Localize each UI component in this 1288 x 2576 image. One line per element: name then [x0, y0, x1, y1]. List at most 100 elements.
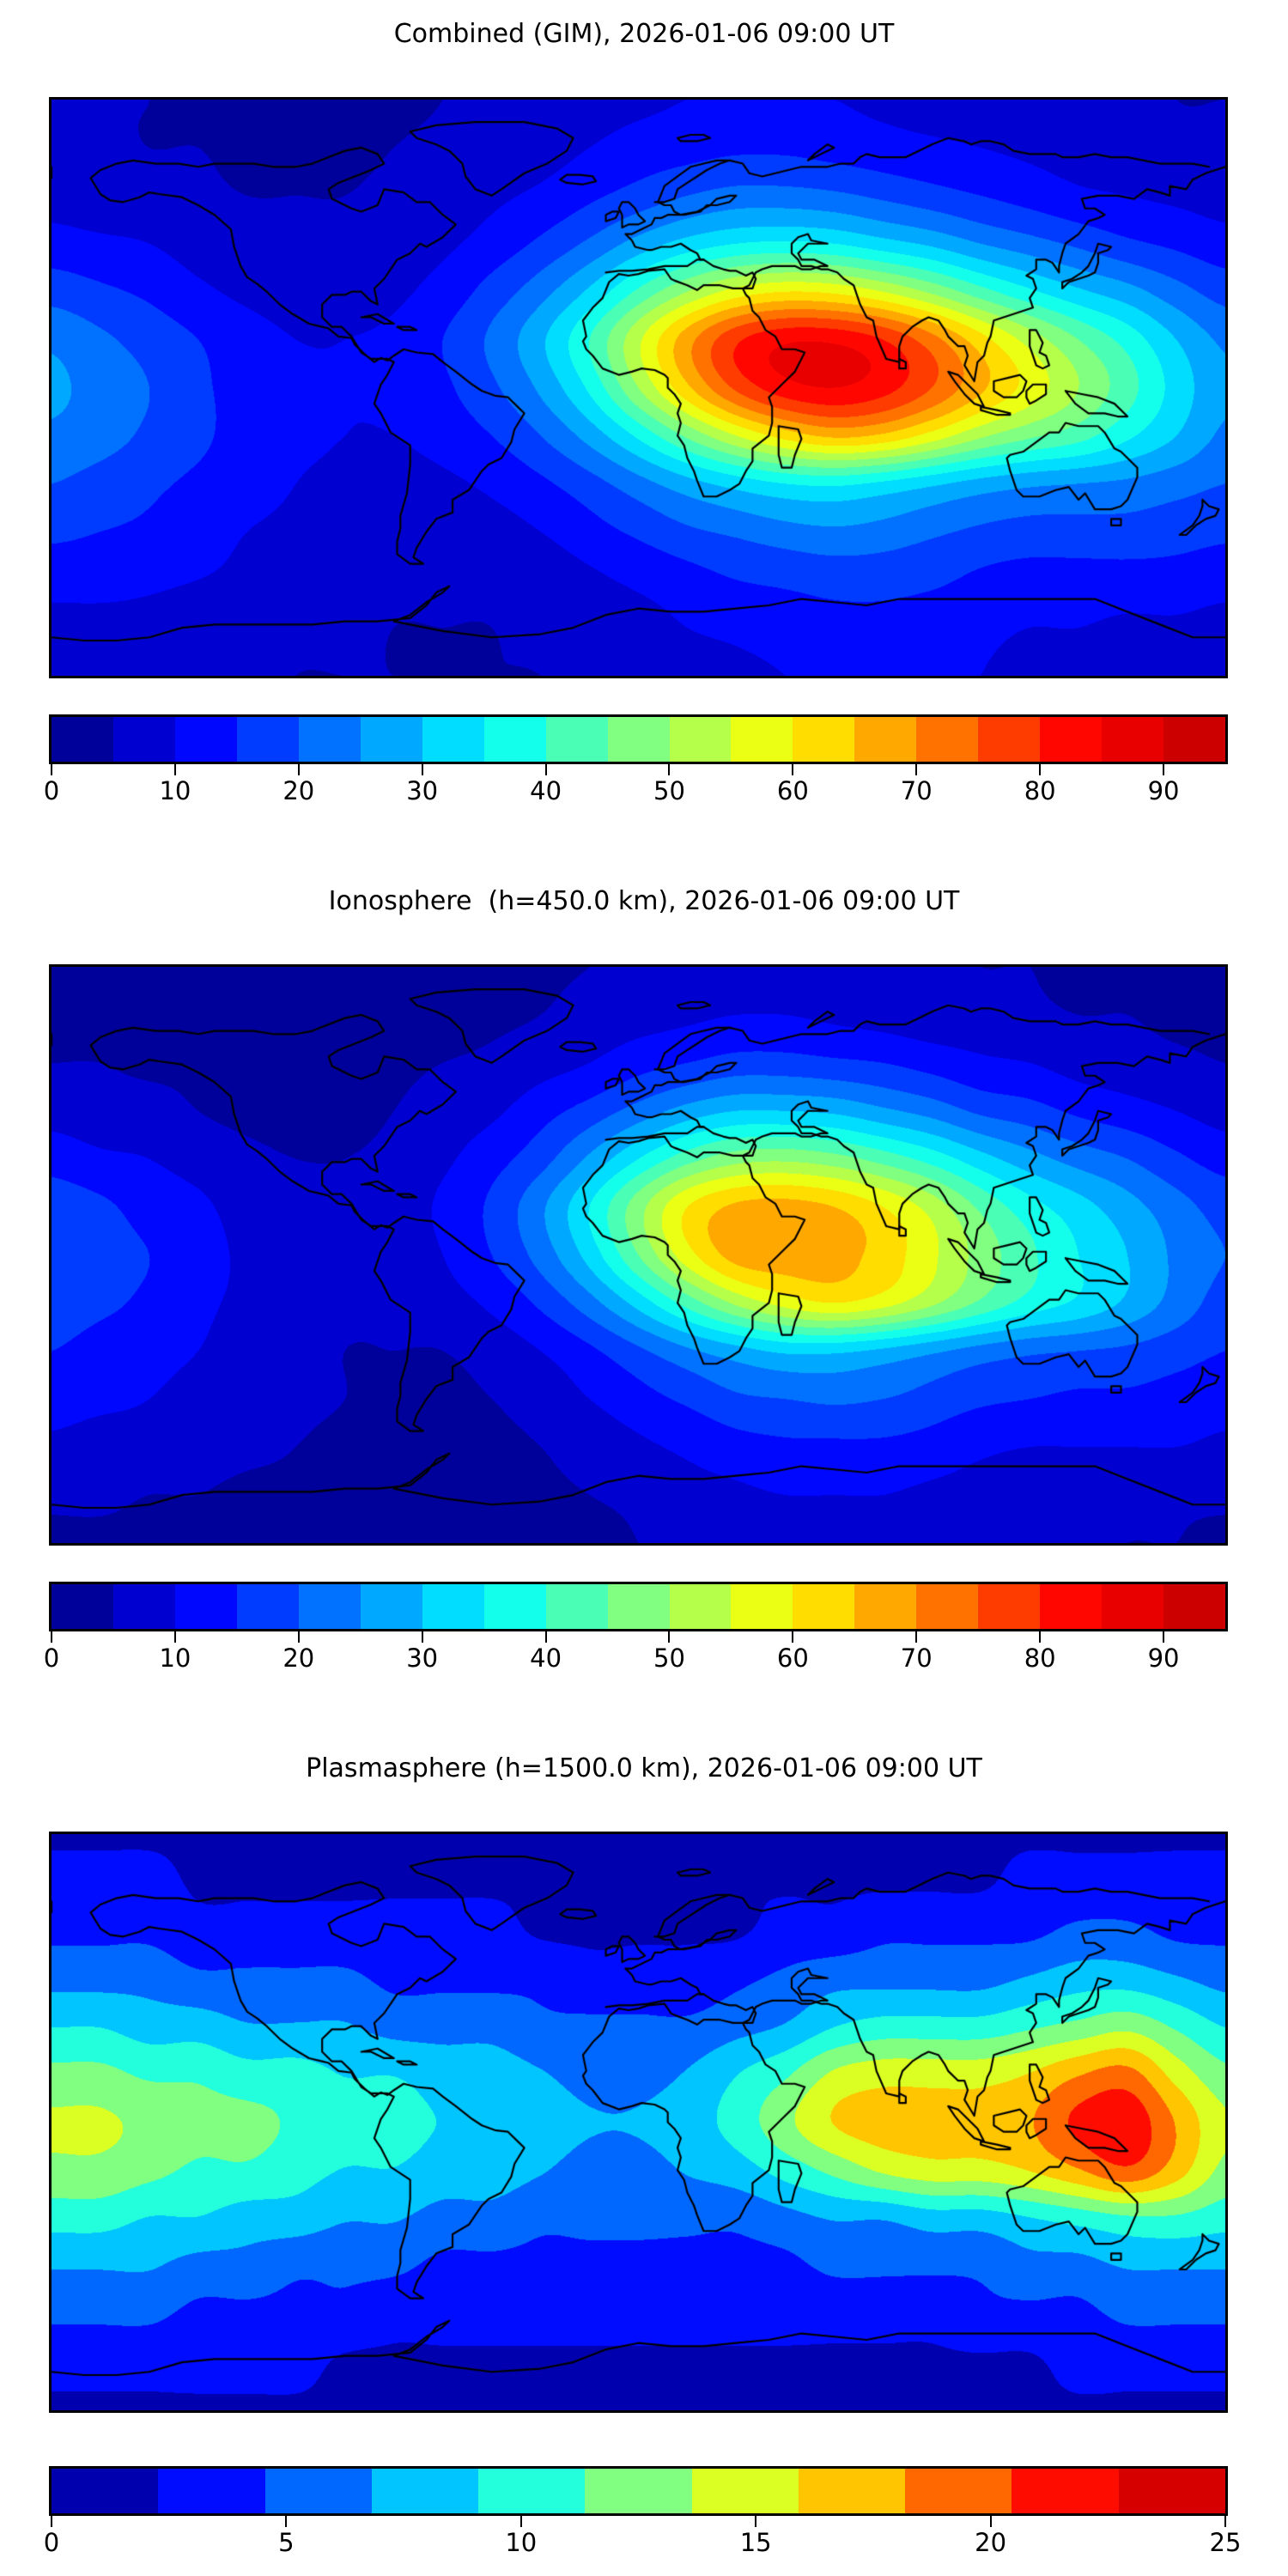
- colorbar-band: [731, 1584, 793, 1629]
- colorbar-band: [52, 717, 113, 762]
- colorbar-band: [916, 717, 979, 762]
- panel-title-combined-gim: Combined (GIM), 2026-01-06 09:00 UT: [393, 19, 895, 49]
- colorbar-band: [1040, 1584, 1103, 1629]
- colorbar-tick: [668, 1631, 671, 1643]
- colorbar-gradient-combined-gim: [49, 714, 1228, 764]
- colorbar-tick: [915, 764, 918, 775]
- colorbar-tick: [1039, 764, 1042, 775]
- colorbar-band: [1118, 2469, 1225, 2513]
- colorbar-band: [236, 1584, 299, 1629]
- colorbar-band: [422, 1584, 484, 1629]
- colorbar-band: [854, 1584, 917, 1629]
- colorbar-tick-label: 70: [900, 776, 933, 805]
- map-combined-gim: [49, 97, 1228, 678]
- colorbar-band: [52, 1584, 113, 1629]
- colorbar-band: [545, 717, 608, 762]
- colorbar-tick-label: 60: [776, 776, 809, 805]
- colorbar-tick: [792, 1631, 794, 1643]
- colorbar-band: [236, 717, 299, 762]
- colorbar-tick-label: 15: [739, 2528, 772, 2557]
- colorbar-band: [174, 717, 237, 762]
- colorbar-band: [669, 717, 732, 762]
- colorbar-tick: [173, 1631, 176, 1643]
- colorbar-ticks-combined-gim: [49, 764, 1228, 776]
- colorbar-band: [854, 717, 917, 762]
- colorbar-tick-label: 25: [1209, 2528, 1242, 2557]
- colorbar-tick-label: 10: [159, 1643, 191, 1673]
- colorbar-tick: [1224, 2516, 1226, 2527]
- map-canvas-combined-gim: [52, 100, 1225, 676]
- colorbar-tick-label: 90: [1147, 776, 1180, 805]
- colorbar-tick-label: 10: [159, 776, 191, 805]
- colorbar-band: [731, 717, 793, 762]
- colorbar-tick-label: 10: [505, 2528, 538, 2557]
- colorbar-gradient-ionosphere: [49, 1582, 1228, 1631]
- colorbar-tick-label: 5: [278, 2528, 295, 2557]
- colorbar-tick: [989, 2516, 992, 2527]
- colorbar-tick: [173, 764, 176, 775]
- colorbar-tick: [285, 2516, 288, 2527]
- colorbar-tick-label: 90: [1147, 1643, 1180, 1673]
- colorbar-tick: [755, 2516, 757, 2527]
- panel-title-ionosphere: Ionosphere (h=450.0 km), 2026-01-06 09:0…: [328, 886, 960, 916]
- colorbar-band: [298, 1584, 361, 1629]
- colorbar-band: [422, 717, 484, 762]
- colorbar-band: [1163, 717, 1225, 762]
- colorbar-band: [478, 2469, 586, 2513]
- colorbar-band: [158, 2469, 265, 2513]
- colorbar-labels-combined-gim: 0 10 20 30 40 50 60 70 80 90: [44, 776, 1228, 811]
- colorbar-band: [1102, 717, 1164, 762]
- colorbar-band: [669, 1584, 732, 1629]
- colorbar-tick: [421, 1631, 423, 1643]
- colorbar-combined-gim: 0 10 20 30 40 50 60 70 80 90: [44, 714, 1228, 811]
- colorbar-band: [298, 717, 361, 762]
- colorbar-tick-label: 80: [1024, 776, 1056, 805]
- colorbar-tick-label: 50: [653, 1643, 685, 1673]
- colorbar-band: [905, 2469, 1012, 2513]
- colorbar-tick: [297, 1631, 300, 1643]
- colorbar-tick-label: 20: [283, 776, 315, 805]
- colorbar-band: [1040, 717, 1103, 762]
- panel-title-plasmasphere: Plasmasphere (h=1500.0 km), 2026-01-06 0…: [306, 1753, 982, 1783]
- colorbar-band: [1012, 2469, 1119, 2513]
- colorbar-band: [112, 1584, 175, 1629]
- colorbar-tick: [915, 1631, 918, 1643]
- colorbar-plasmasphere: 0 5 10 15 20 25: [44, 2466, 1241, 2562]
- colorbar-band: [1102, 1584, 1164, 1629]
- colorbar-tick: [51, 2516, 52, 2527]
- colorbar-tick-label: 20: [975, 2528, 1007, 2557]
- colorbar-tick-label: 40: [530, 1643, 562, 1673]
- colorbar-band: [916, 1584, 979, 1629]
- map-ionosphere: [49, 964, 1228, 1546]
- colorbar-band: [793, 717, 855, 762]
- colorbar-band: [978, 717, 1041, 762]
- colorbar-tick-label: 40: [530, 776, 562, 805]
- colorbar-band: [483, 717, 546, 762]
- colorbar-band: [978, 1584, 1041, 1629]
- colorbar-tick: [544, 1631, 547, 1643]
- colorbar-band: [793, 1584, 855, 1629]
- colorbar-tick-label: 30: [406, 1643, 439, 1673]
- colorbar-tick-label: 20: [283, 1643, 315, 1673]
- colorbar-tick: [519, 2516, 522, 2527]
- colorbar-band: [112, 717, 175, 762]
- colorbar-labels-ionosphere: 0 10 20 30 40 50 60 70 80 90: [44, 1643, 1228, 1678]
- colorbar-band: [360, 1584, 422, 1629]
- colorbar-tick-label: 0: [43, 2528, 60, 2557]
- colorbar-tick: [1039, 1631, 1042, 1643]
- colorbar-band: [264, 2469, 372, 2513]
- colorbar-tick-label: 60: [776, 1643, 809, 1673]
- colorbar-tick: [297, 764, 300, 775]
- colorbar-ticks-plasmasphere: [49, 2516, 1228, 2528]
- colorbar-band: [545, 1584, 608, 1629]
- colorbar-band: [691, 2469, 799, 2513]
- colorbar-ticks-ionosphere: [49, 1631, 1228, 1643]
- colorbar-band: [174, 1584, 237, 1629]
- colorbar-tick: [51, 764, 52, 775]
- map-canvas-ionosphere: [52, 967, 1225, 1543]
- colorbar-tick: [1163, 764, 1165, 775]
- colorbar-band: [585, 2469, 692, 2513]
- colorbar-tick: [421, 764, 423, 775]
- colorbar-tick: [544, 764, 547, 775]
